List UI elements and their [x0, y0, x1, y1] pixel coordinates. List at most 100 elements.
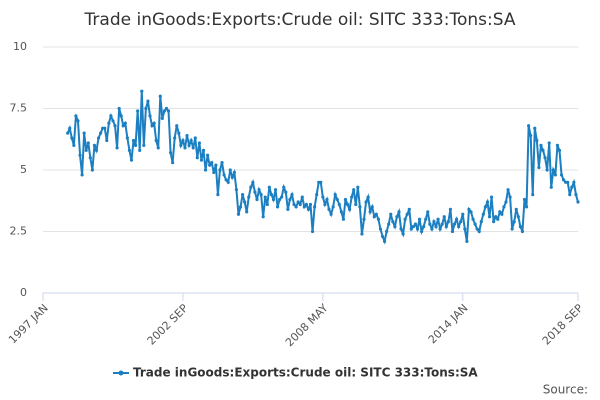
point [331, 205, 335, 209]
point [533, 126, 537, 130]
point [243, 200, 247, 204]
x-tick-label: 2018 SEP [540, 301, 586, 347]
point [121, 124, 125, 128]
point [152, 121, 156, 125]
point [555, 143, 560, 147]
point [426, 210, 430, 214]
point [469, 210, 473, 214]
point [286, 207, 290, 211]
point [300, 195, 304, 199]
point [333, 193, 337, 197]
point [537, 165, 541, 170]
point [269, 193, 274, 197]
point [74, 114, 78, 118]
point [380, 234, 385, 239]
point [185, 133, 189, 138]
point [247, 195, 251, 199]
point [148, 114, 152, 118]
point [310, 229, 315, 234]
point [259, 193, 263, 197]
point [164, 106, 169, 111]
point [187, 143, 191, 147]
point [72, 143, 76, 147]
point [267, 185, 271, 189]
point [343, 197, 348, 202]
point [504, 200, 508, 204]
point [409, 227, 413, 231]
point [138, 148, 142, 152]
point [220, 161, 224, 165]
point [389, 212, 393, 216]
point [230, 175, 234, 179]
point [323, 202, 327, 207]
point [253, 190, 257, 194]
point [208, 163, 212, 167]
point [103, 126, 107, 130]
series-line [66, 91, 579, 245]
point [479, 220, 483, 224]
point [195, 156, 199, 160]
point [568, 193, 572, 197]
point [265, 202, 269, 207]
point [201, 148, 206, 152]
point [500, 212, 504, 216]
point [96, 136, 101, 140]
point [350, 195, 354, 199]
point [282, 185, 286, 189]
y-tick-label: 7.5 [10, 102, 28, 115]
point [485, 200, 490, 204]
point [329, 212, 333, 216]
point [345, 202, 350, 207]
point [210, 161, 214, 165]
point [146, 99, 150, 103]
point [549, 185, 553, 189]
point [393, 224, 397, 229]
point [236, 212, 241, 216]
point [457, 224, 461, 229]
point [171, 161, 175, 165]
point [358, 205, 362, 209]
point [572, 180, 576, 184]
point [302, 205, 306, 209]
point [189, 138, 193, 143]
point [296, 200, 300, 204]
point [339, 210, 343, 214]
point [154, 138, 158, 143]
point [232, 170, 236, 175]
point [249, 185, 253, 189]
point [395, 215, 399, 219]
point [417, 217, 422, 221]
point [516, 215, 520, 219]
point [212, 170, 216, 175]
point [496, 217, 500, 221]
source: Source: [543, 383, 588, 397]
point [284, 190, 288, 194]
point [487, 215, 492, 219]
point [304, 202, 308, 207]
point [434, 224, 438, 229]
point [131, 138, 136, 143]
point [140, 89, 144, 93]
point [280, 195, 284, 199]
point [452, 222, 457, 226]
point [337, 202, 341, 207]
point [197, 141, 201, 145]
point [473, 222, 477, 226]
point [498, 210, 502, 214]
point [125, 136, 129, 140]
point [136, 109, 140, 113]
point [119, 114, 123, 118]
point [193, 136, 197, 140]
point [368, 210, 372, 214]
point [158, 94, 162, 98]
point [86, 141, 90, 145]
point [475, 227, 479, 231]
point [399, 227, 403, 231]
point [177, 131, 181, 135]
point [385, 229, 389, 234]
point [224, 178, 228, 182]
point [559, 173, 564, 177]
point [543, 156, 547, 160]
point [319, 180, 323, 184]
